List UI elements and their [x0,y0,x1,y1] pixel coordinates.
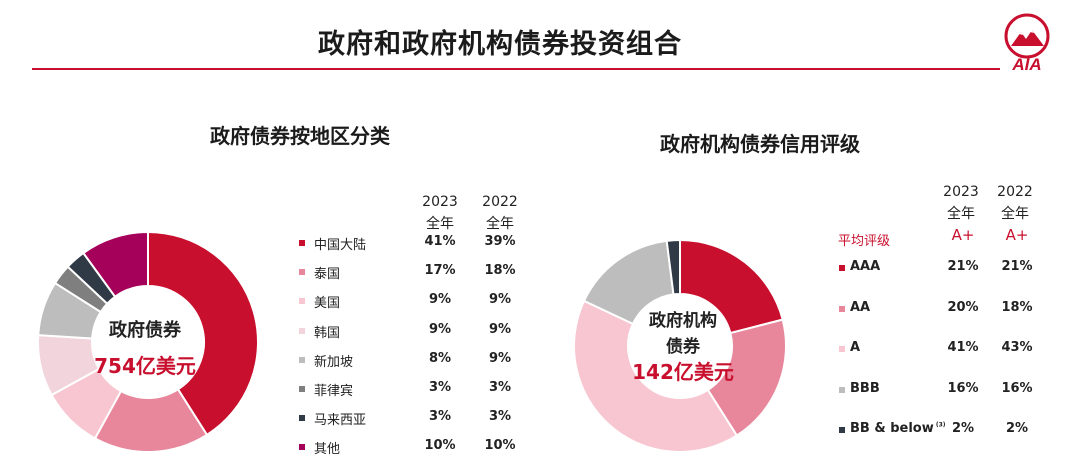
region-legend-label: 其他 [314,442,341,458]
region-legend-marker [299,327,305,334]
rating-legend-value-2022: 43% [1001,340,1033,355]
rating-legend-label: BB & below (3) [850,421,946,436]
region-legend-value-2023: 3% [428,409,452,425]
right-col-2022-year: 2022 [997,184,1033,200]
region-legend-value-2023: 3% [428,380,452,395]
footnote-mark: (3) [933,421,946,429]
rating-legend-value-2022: 2% [1005,421,1029,436]
region-legend-value-2023: 9% [428,292,452,308]
average-rating-2023: A+ [951,226,975,244]
region-legend-value-2022: 3% [488,380,512,395]
rating-legend-value-2023: 16% [947,380,979,396]
right-col-2022: 2022 全年 [990,184,1040,222]
region-legend-label: 新加坡 [314,354,354,370]
region-legend-marker [299,240,305,246]
right-center-line3: 142亿美元 [632,360,734,384]
brand-wordmark: AIA [1011,55,1041,74]
region-legend-marker [299,298,305,305]
rating-pie-slice-1 [679,238,784,335]
rating-legend-value-2023: 2% [951,421,975,436]
region-legend-marker [299,269,305,276]
right-col-2023: 2023 全年 [936,184,986,222]
left-col-2023-sub: 全年 [426,216,454,232]
region-legend-label: 泰国 [314,267,341,283]
region-legend-value-2023: 8% [428,350,452,366]
region-legend-value-2022: 3% [488,409,512,425]
average-rating-2022: A+ [1005,226,1029,244]
region-legend-value-2022: 9% [488,292,512,308]
rating-legend-value-2023: 21% [947,259,979,274]
region-legend-label: 中国大陆 [314,238,367,253]
rating-pie-slice-3 [573,299,739,454]
region-pie-slice-8 [81,230,149,299]
rating-legend-marker [839,386,845,393]
rating-pie-slice-5 [665,238,681,296]
left-col-2022-sub: 全年 [486,216,514,232]
rating-legend-label: BBB [850,380,880,396]
rating-legend-marker [839,346,845,352]
left-center-line2: 754亿美元 [94,354,196,378]
region-legend-value-2023: 17% [424,263,456,279]
rating-pie-slice-2 [706,318,787,437]
left-col-2023-year: 2023 [422,194,458,210]
region-legend-value-2023: 9% [428,321,452,337]
region-legend-marker [299,386,305,392]
region-legend-label: 美国 [314,296,341,312]
right-col-2022-sub: 全年 [1001,206,1029,222]
region-legend-value-2022: 39% [484,234,516,249]
right-center-line2: 债券 [666,337,700,357]
region-legend-marker [299,356,305,363]
title-divider [32,68,1000,70]
region-legend-value-2023: 10% [424,438,456,454]
region-legend-value-2022: 9% [488,321,512,337]
right-center-line1: 政府机构 [649,311,717,331]
rating-legend-value-2022: 18% [1001,299,1033,315]
rating-legend-value-2023: 41% [947,340,979,355]
region-legend-label: 菲律宾 [314,384,354,399]
right-col-2023-sub: 全年 [947,206,975,222]
average-rating-label: 平均评级 [838,234,891,249]
left-col-2022-year: 2022 [482,194,518,210]
rating-legend-label: AAA [850,259,881,274]
aia-logo: AIA [1004,13,1050,74]
region-legend-label: 韩国 [314,325,341,341]
rating-legend-value-2023: 20% [947,299,979,315]
region-legend-label: 马来西亚 [314,413,367,429]
rating-legend-value-2022: 21% [1001,259,1033,274]
rating-legend-marker [839,427,845,433]
region-legend-marker [299,444,305,451]
left-col-2023: 2023 全年 [415,194,465,232]
rating-legend-marker [839,305,845,312]
rating-legend-label: A [850,340,861,355]
region-legend-value-2022: 10% [484,438,516,454]
region-legend-value-2022: 9% [488,350,512,366]
region-legend-value-2023: 41% [424,234,456,249]
left-chart-title: 政府债券按地区分类 [210,124,390,148]
right-chart-title: 政府机构债券信用评级 [660,132,860,156]
region-legend-value-2022: 18% [484,263,516,279]
page-title: 政府和政府机构债券投资组合 [318,29,682,60]
rating-legend-label: AA [850,299,871,315]
region-pie-slice-1 [147,230,259,437]
rating-legend-value-2022: 16% [1001,380,1033,396]
rating-legend-marker [839,265,845,271]
right-col-2023-year: 2023 [943,184,979,200]
left-center-line1: 政府债券 [109,320,181,341]
left-col-2022: 2022 全年 [475,194,525,232]
region-legend-marker [299,415,305,422]
